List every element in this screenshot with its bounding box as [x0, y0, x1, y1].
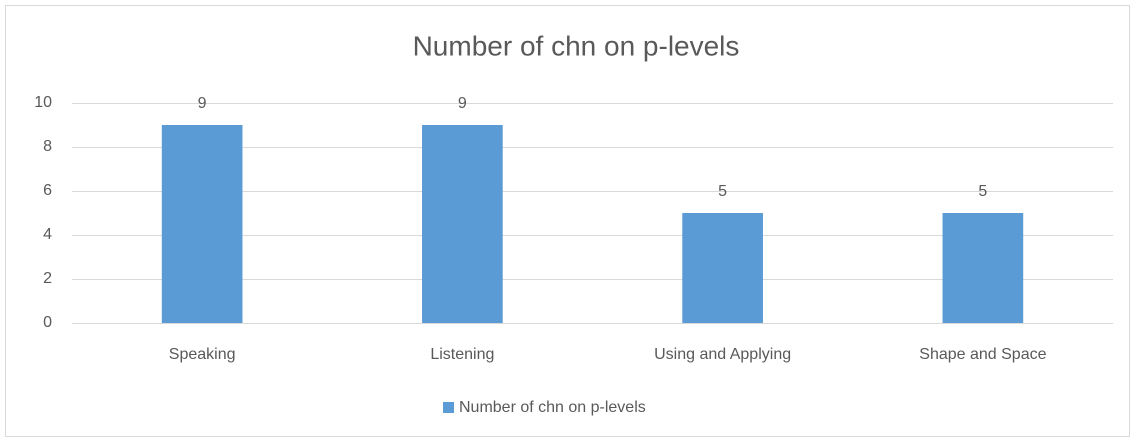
y-tick-label: 0: [43, 314, 52, 331]
chart-title: Number of chn on p-levels: [413, 30, 740, 61]
data-label: 9: [198, 95, 207, 112]
x-tick-label: Shape and Space: [919, 346, 1046, 363]
x-tick-label: Listening: [430, 346, 494, 363]
bar: [682, 213, 763, 323]
data-label: 5: [978, 183, 987, 200]
data-label: 9: [458, 95, 467, 112]
bar: [942, 213, 1024, 323]
x-tick-label: Using and Applying: [654, 346, 791, 363]
legend-label: Number of chn on p-levels: [459, 399, 646, 416]
y-tick-label: 2: [43, 270, 52, 287]
bar: [161, 125, 243, 323]
x-tick-label: Speaking: [169, 346, 236, 363]
y-tick-label: 10: [34, 94, 52, 111]
data-label: 5: [718, 183, 727, 200]
y-tick-label: 6: [43, 182, 52, 199]
bar: [422, 125, 503, 323]
y-tick-label: 4: [43, 226, 52, 243]
y-tick-label: 8: [43, 138, 52, 155]
legend-swatch: [443, 402, 454, 413]
